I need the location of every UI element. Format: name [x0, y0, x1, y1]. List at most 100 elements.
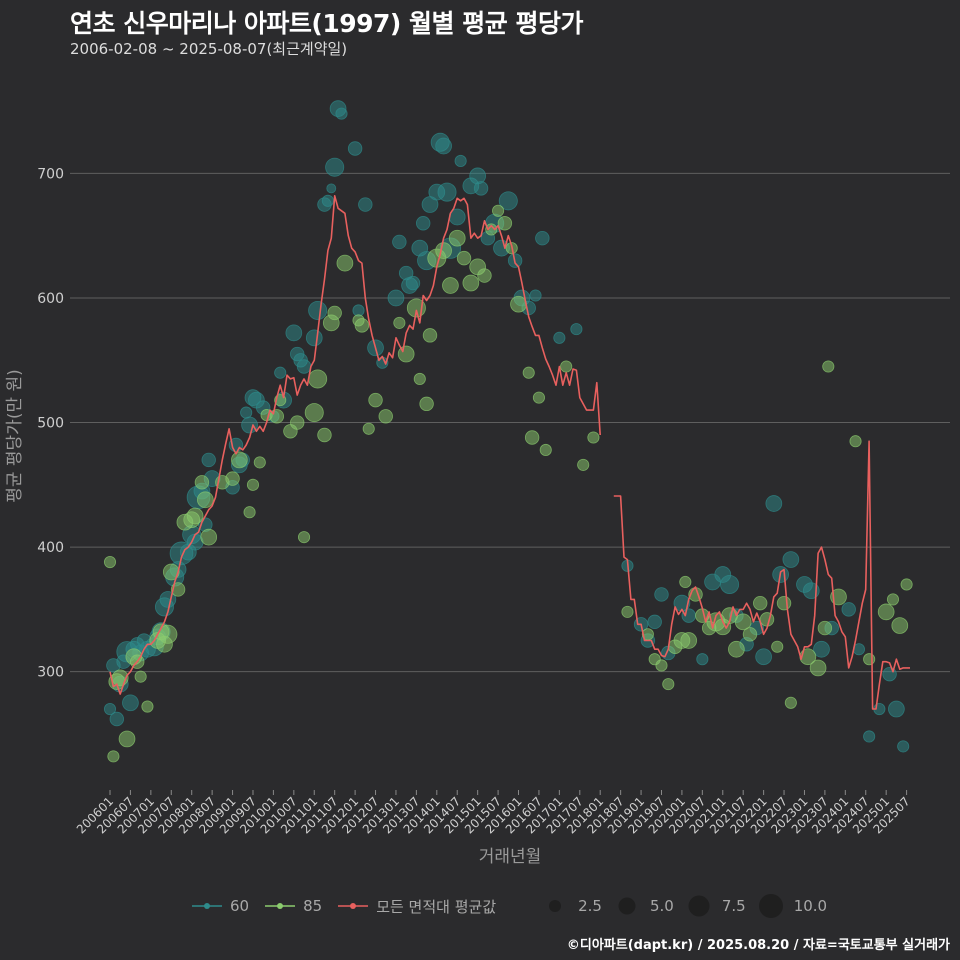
point-series-60 [415, 216, 431, 231]
size-key-10-0 [758, 894, 783, 918]
point-series-85 [587, 431, 600, 444]
point-series-85 [442, 277, 459, 294]
point-series-85 [290, 415, 305, 430]
point-series-85 [863, 653, 876, 666]
point-series-60 [888, 700, 905, 718]
point-series-60 [647, 614, 662, 630]
y-tick-label: 300 [37, 665, 64, 681]
point-series-60 [435, 137, 452, 155]
point-series-85 [107, 750, 120, 763]
point-series-85 [817, 620, 833, 636]
point-series-60 [720, 574, 740, 594]
point-series-85 [492, 204, 505, 217]
point-series-85 [886, 593, 900, 606]
point-series-60 [274, 366, 287, 379]
point-series-85 [784, 696, 797, 709]
point-series-60 [201, 452, 216, 468]
point-series-60 [405, 275, 421, 291]
point-series-85 [378, 409, 393, 424]
point-series-85 [900, 578, 913, 591]
point-series-85 [103, 556, 117, 569]
y-tick-label: 400 [37, 540, 64, 556]
point-series-60 [296, 359, 312, 374]
point-series-60 [122, 694, 139, 712]
y-axis-label: 평균 평당가(만 원) [5, 369, 25, 503]
point-series-85 [577, 458, 590, 471]
legend-size-7-5: 7.5 [684, 891, 746, 921]
point-series-60 [696, 653, 709, 666]
point-series-60 [335, 107, 348, 120]
point-series-85 [435, 242, 452, 259]
x-axis-label: 거래년월 [479, 847, 542, 867]
point-series-60 [535, 230, 550, 246]
point-series-60 [326, 183, 337, 194]
source-credit: ©디아파트(dapt.kr) / 2025.08.20 / 자료=국토교통부 실… [566, 938, 950, 953]
point-series-85 [393, 316, 406, 329]
point-series-85 [809, 659, 827, 677]
point-series-85 [200, 528, 218, 546]
point-series-85 [680, 632, 698, 649]
point-series-85 [822, 360, 835, 373]
point-series-85 [422, 328, 438, 343]
legend-label-60: 60 [230, 897, 250, 915]
point-series-85 [539, 443, 552, 456]
point-series-60 [765, 495, 783, 512]
point-series-60 [498, 191, 518, 211]
point-series-85 [621, 605, 634, 618]
average-line-segment-0 [109, 195, 601, 695]
point-series-85 [448, 229, 466, 247]
point-series-85 [849, 435, 862, 448]
point-series-85 [532, 391, 545, 404]
legend-size-5-0: 5.0 [612, 891, 674, 921]
point-series-85 [304, 403, 324, 423]
legend-size-label-5-0: 5.0 [649, 897, 674, 915]
point-series-85 [225, 471, 240, 486]
point-series-85 [362, 422, 375, 435]
legend-size-label-10-0: 10.0 [793, 897, 828, 915]
point-series-85 [368, 392, 383, 408]
point-series-85 [485, 223, 498, 236]
point-series-85 [194, 475, 210, 490]
point-series-85 [186, 507, 204, 525]
point-series-85 [679, 575, 692, 589]
size-key-7-5 [688, 895, 710, 917]
point-series-85 [170, 582, 186, 597]
point-series-85 [308, 369, 328, 389]
point-series-60 [358, 197, 373, 212]
y-tick-label: 700 [37, 166, 64, 182]
point-series-85 [317, 427, 332, 443]
legend-label-85: 85 [303, 897, 323, 915]
point-series-85 [771, 640, 784, 653]
point-series-85 [728, 640, 745, 658]
legend-label-average: 모든 면적대 평균값 [376, 897, 497, 916]
point-series-60 [325, 157, 345, 177]
point-series-60 [841, 602, 856, 617]
point-series-60 [681, 608, 696, 623]
average-line-segment-1 [613, 440, 910, 710]
legend-size-2-5: 2.5 [540, 891, 602, 921]
point-series-85 [560, 360, 573, 373]
legend-size-label-7-5: 7.5 [721, 897, 746, 915]
point-series-60 [529, 289, 542, 302]
legend-key-average [338, 903, 369, 909]
legend-key-85 [265, 903, 296, 909]
point-series-60 [813, 640, 830, 658]
y-tick-label: 500 [37, 416, 64, 432]
point-series-85 [413, 372, 426, 385]
point-series-60 [437, 182, 457, 202]
chart-legend: 60 85 모든 면적대 평균값 2.5 5.0 7.5 10.0 [190, 893, 837, 919]
point-series-85 [297, 531, 311, 544]
point-series-85 [522, 366, 535, 379]
point-series-85 [246, 478, 260, 491]
point-series-60 [654, 587, 669, 602]
point-series-60 [863, 730, 876, 743]
point-series-85 [462, 274, 480, 292]
point-series-85 [336, 254, 354, 272]
point-series-60 [103, 702, 117, 716]
point-series-60 [755, 648, 772, 666]
point-series-85 [734, 613, 752, 631]
point-series-60 [241, 416, 258, 434]
point-series-60 [782, 551, 800, 568]
point-series-85 [877, 603, 895, 621]
